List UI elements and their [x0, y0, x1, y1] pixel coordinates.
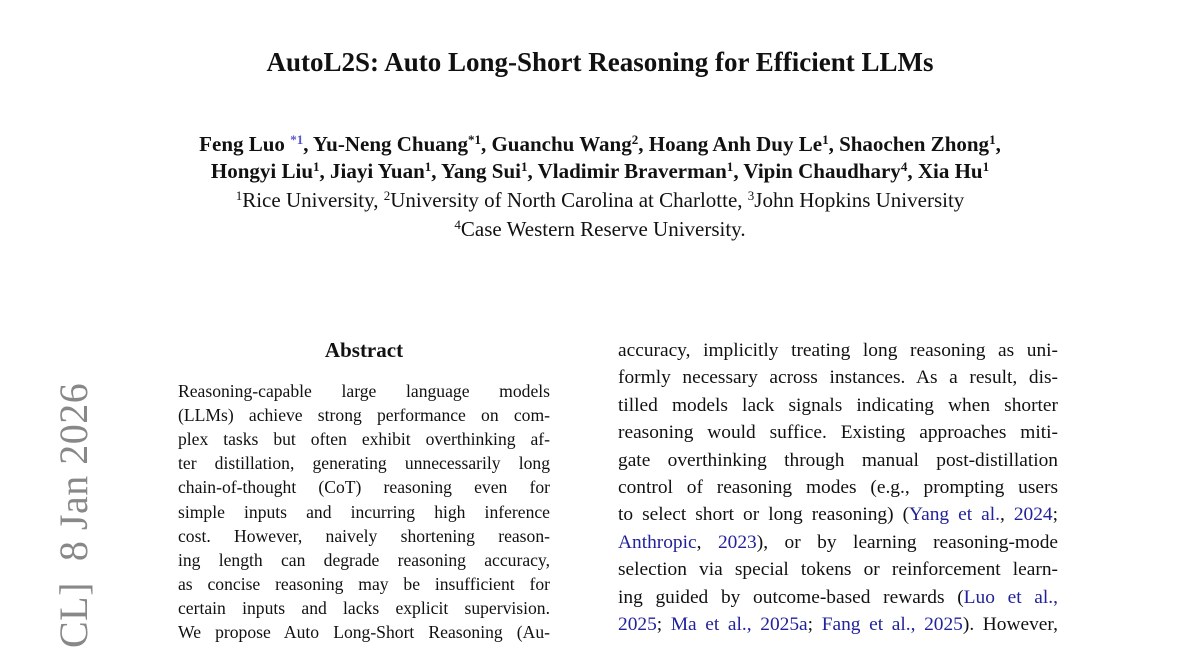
author-name: , Hoang Anh Duy Le — [638, 132, 823, 156]
citation-link[interactable]: 2025 — [618, 614, 657, 635]
text-segment: simple inputs and incurring high inferen… — [178, 501, 550, 522]
text-line: tilled models lack signals indicating wh… — [618, 395, 1058, 417]
author-name: , — [995, 132, 1001, 156]
text-line: gate overthinking through manual post-di… — [618, 450, 1058, 472]
affiliation-number: 3 — [747, 187, 755, 203]
author-affiliation-mark: 1 — [313, 158, 320, 174]
text-segment — [915, 614, 924, 635]
text-segment: ; — [807, 614, 822, 635]
author-name: , Yu-Neng Chuang — [303, 132, 468, 156]
author-affiliation-mark: *1 — [467, 131, 481, 147]
citation-link[interactable]: 2025a — [760, 614, 808, 635]
text-segment: ing length can degrade reasoning accurac… — [178, 549, 550, 570]
text-segment: plex tasks but often exhibit overthinkin… — [178, 429, 550, 450]
text-line: Anthropic, 2023), or by learning reasoni… — [618, 532, 1058, 554]
author-affiliation-mark: 1 — [520, 158, 528, 174]
arxiv-stamp: CL] 8 Jan 2026 — [51, 382, 96, 648]
author-name: , Vladimir Braverman — [527, 159, 727, 183]
text-segment: selection via special tokens or reinforc… — [618, 559, 1058, 581]
text-line: ing guided by outcome-based rewards (Luo… — [618, 587, 1058, 609]
text-line: selection via special tokens or reinforc… — [618, 559, 1058, 581]
text-line: control of reasoning modes (e.g., prompt… — [618, 477, 1058, 499]
text-segment: tilled models lack signals indicating wh… — [618, 394, 1058, 416]
affiliation-name: John Hopkins University — [754, 188, 965, 212]
text-segment: Reasoning-capable large language models — [178, 381, 550, 401]
text-line: cost. However, naively shortening reason… — [178, 526, 550, 547]
author-name: , Vipin Chaudhary — [733, 159, 901, 183]
citation-link[interactable]: Luo et al., — [963, 586, 1058, 608]
text-line: Reasoning-capable large language models — [178, 381, 550, 402]
author-name: Feng Luo — [199, 132, 291, 156]
text-segment: chain-of-thought (CoT) reasoning even fo… — [178, 477, 550, 498]
author-name: , Jiayi Yuan — [319, 159, 425, 183]
affiliation-name: Case Western Reserve University. — [460, 217, 746, 241]
affiliation-number: 4 — [454, 216, 461, 232]
citation-link[interactable]: Yang et al. — [909, 504, 1000, 526]
text-line: simple inputs and incurring high inferen… — [178, 502, 550, 523]
text-line: formly necessary across instances. As a … — [618, 367, 1058, 389]
text-segment: ; — [1052, 504, 1059, 526]
affiliation-number: 1 — [235, 187, 243, 203]
text-segment: ing guided by outcome-based rewards ( — [618, 586, 964, 608]
author-name: , Xia Hu — [907, 159, 983, 183]
citation-link[interactable]: Anthropic — [618, 531, 697, 553]
text-segment: (LLMs) achieve strong performance on com… — [178, 405, 550, 426]
affiliations-line-2: 4Case Western Reserve University. — [0, 217, 1200, 242]
author-affiliation-mark: 1 — [424, 158, 432, 174]
text-segment: cost. However, naively shortening reason… — [178, 525, 550, 546]
text-segment: certain inputs and lacks explicit superv… — [178, 597, 550, 618]
text-segment: control of reasoning modes (e.g., prompt… — [618, 477, 1058, 498]
citation-link[interactable]: 2025 — [924, 614, 963, 635]
paper-title: AutoL2S: Auto Long-Short Reasoning for E… — [266, 47, 934, 77]
authors-line-2: Hongyi Liu1, Jiayi Yuan1, Yang Sui1, Vla… — [0, 159, 1200, 184]
author-name: , Guanchu Wang — [480, 132, 632, 156]
text-line: accuracy, implicitly treating long reaso… — [618, 340, 1058, 362]
text-segment: , — [696, 531, 718, 553]
author-name: Hongyi Liu — [210, 159, 314, 183]
text-segment: formly necessary across instances. As a … — [618, 367, 1058, 389]
author-affiliation-mark: 1 — [726, 158, 734, 174]
text-segment: , — [999, 504, 1014, 526]
text-segment: ter distillation, generating unnecessari… — [178, 453, 550, 474]
text-segment: accuracy, implicitly treating long reaso… — [618, 340, 1058, 361]
author-affiliation-mark: 1 — [822, 131, 829, 147]
author-affiliation-mark: 2 — [631, 131, 639, 147]
author-affiliation-mark[interactable]: *1 — [290, 131, 304, 147]
citation-link[interactable]: 2024 — [1013, 504, 1053, 526]
text-segment: as concise reasoning may be insufficient… — [178, 573, 550, 594]
text-segment — [752, 614, 761, 635]
author-affiliation-mark: 1 — [982, 158, 990, 174]
text-segment: reasoning would suffice. Existing approa… — [618, 422, 1058, 444]
text-line: certain inputs and lacks explicit superv… — [178, 598, 550, 619]
citation-link[interactable]: Fang et al., — [821, 614, 916, 635]
text-line: 2025; Ma et al., 2025a; Fang et al., 202… — [618, 614, 1058, 636]
abstract-heading: Abstract — [324, 338, 404, 362]
text-line: (LLMs) achieve strong performance on com… — [178, 405, 550, 426]
text-line: as concise reasoning may be insufficient… — [178, 574, 550, 595]
authors-line-1: Feng Luo *1, Yu-Neng Chuang*1, Guanchu W… — [0, 132, 1200, 157]
text-line: reasoning would suffice. Existing approa… — [618, 422, 1058, 444]
text-line: to select short or long reasoning) (Yang… — [618, 504, 1058, 526]
text-line: ter distillation, generating unnecessari… — [178, 453, 550, 474]
affiliation-name: University of North Carolina at Charlott… — [390, 188, 748, 212]
text-line: ing length can degrade reasoning accurac… — [178, 550, 550, 571]
text-line: plex tasks but often exhibit overthinkin… — [178, 429, 550, 450]
text-line: We propose Auto Long-Short Reasoning (Au… — [178, 622, 550, 643]
affiliations-line-1: 1Rice University, 2University of North C… — [0, 188, 1200, 213]
author-name: , Yang Sui — [431, 159, 521, 183]
text-segment: to select short or long reasoning) ( — [618, 504, 910, 526]
affiliation-name: Rice University, — [242, 188, 384, 212]
citation-link[interactable]: Ma et al., — [670, 614, 752, 635]
text-segment: ), or by learning reasoning-mode — [756, 531, 1058, 553]
text-segment: We propose Auto Long-Short Reasoning (Au… — [178, 622, 550, 642]
author-affiliation-mark: 1 — [989, 131, 996, 147]
author-name: , Shaochen Zhong — [828, 132, 990, 156]
text-segment: ). However, — [962, 614, 1058, 635]
citation-link[interactable]: 2023 — [717, 531, 757, 553]
text-segment: gate overthinking through manual post-di… — [618, 449, 1058, 471]
affiliation-number: 2 — [383, 187, 391, 203]
text-line: chain-of-thought (CoT) reasoning even fo… — [178, 477, 550, 498]
text-segment: ; — [656, 614, 671, 635]
author-affiliation-mark: 4 — [900, 158, 908, 174]
